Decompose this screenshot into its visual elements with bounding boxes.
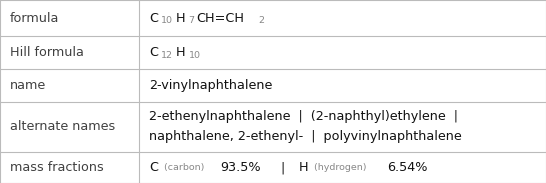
Text: H: H [176,12,186,25]
Text: 2-ethenylnaphthalene  |  (2-naphthyl)ethylene  |: 2-ethenylnaphthalene | (2-naphthyl)ethyl… [149,110,458,123]
Text: 10: 10 [161,16,173,25]
Text: 93.5%: 93.5% [221,161,261,174]
Text: name: name [10,79,46,92]
Text: H: H [299,161,308,174]
Text: formula: formula [10,12,59,25]
Text: alternate names: alternate names [10,120,115,133]
Text: H: H [176,46,186,59]
Text: 2: 2 [258,16,264,25]
Text: |: | [273,161,293,174]
Text: 12: 12 [161,51,173,60]
Text: (hydrogen): (hydrogen) [311,163,370,172]
Text: C: C [149,161,158,174]
Text: (carbon): (carbon) [161,163,207,172]
Text: mass fractions: mass fractions [10,161,104,174]
Text: 6.54%: 6.54% [387,161,428,174]
Text: C: C [149,12,158,25]
Text: 7: 7 [188,16,194,25]
Text: CH=CH: CH=CH [197,12,244,25]
Text: C: C [149,46,158,59]
Text: Hill formula: Hill formula [10,46,84,59]
Text: 10: 10 [188,51,200,60]
Text: 2-vinylnaphthalene: 2-vinylnaphthalene [149,79,272,92]
Text: naphthalene, 2-ethenyl-  |  polyvinylnaphthalene: naphthalene, 2-ethenyl- | polyvinylnapht… [149,130,462,143]
